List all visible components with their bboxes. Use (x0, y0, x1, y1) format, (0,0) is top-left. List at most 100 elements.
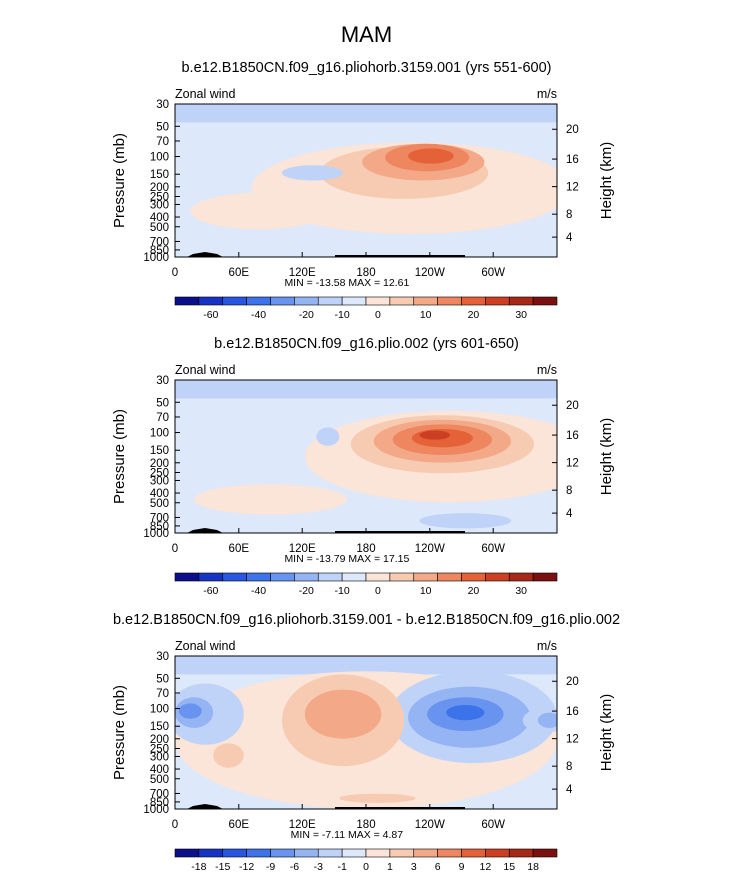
upper-band (175, 104, 557, 123)
panel-2-title: b.e12.B1850CN.f09_g16.plio.002 (yrs 601-… (214, 336, 519, 352)
colorbar-box (294, 572, 319, 582)
y2-tick-label: 8 (566, 761, 572, 773)
colorbar-label: 1 (387, 861, 393, 873)
orography (335, 531, 465, 533)
y2-axis-title: Height (km) (598, 142, 615, 220)
panel-3-colorbar: -18 -15 -12 -9 -6 -3 -1 0 1 3 6 9 12 15 18 (174, 848, 558, 873)
colorbar-box (437, 572, 462, 582)
panel-1-stats: MIN = -13.58 MAX = 12.61 (284, 277, 409, 289)
colorbar-label: -18 (191, 861, 206, 873)
colorbar-box (341, 848, 367, 858)
upper-band (175, 380, 557, 399)
colorbar-label: -1 (337, 861, 346, 873)
contour-region (304, 689, 382, 739)
panel-1-title: b.e12.B1850CN.f09_g16.pliohorb.3159.001 … (181, 60, 552, 76)
colorbar-label: -6 (290, 861, 299, 873)
orography (335, 255, 465, 257)
panel-3-var-label: Zonal wind (175, 639, 235, 653)
colorbar-box (317, 572, 343, 582)
colorbar-label: 0 (363, 861, 369, 873)
x-tick-label: 60E (229, 543, 250, 555)
colorbar-box (317, 848, 343, 858)
y-tick-label: 1000 (143, 252, 169, 264)
y-tick-label: 500 (150, 498, 169, 510)
x-tick-label: 120E (289, 543, 316, 555)
y-tick-label: 250 (150, 744, 169, 756)
colorbar-box (246, 572, 271, 582)
colorbar-box (389, 296, 415, 306)
colorbar-box (389, 572, 415, 582)
y-tick-label: 500 (150, 774, 169, 786)
colorbar-label: 6 (435, 861, 441, 873)
y-tick-label: 700 (150, 236, 169, 248)
colorbar-box (270, 848, 295, 858)
contour-region (213, 743, 244, 768)
colorbar-label: -15 (215, 861, 230, 873)
contour-region (408, 148, 454, 164)
y-tick-label: 850 (150, 245, 169, 257)
colorbar-box (461, 296, 486, 306)
colorbar-label: 18 (527, 861, 539, 873)
colorbar-box (222, 572, 247, 582)
panel-1: Zonal wind m/s0 60E 120E 180 120W 60W305070100… (111, 87, 615, 321)
colorbar-label: 0 (375, 309, 381, 321)
x-tick-label: 60E (229, 267, 250, 279)
panel-3-units-label: m/s (537, 639, 557, 653)
panel-2-field (175, 380, 557, 533)
colorbar-label: 9 (459, 861, 465, 873)
y-tick-label: 70 (156, 136, 169, 148)
y2-tick-label: 8 (566, 485, 572, 497)
colorbar-label: -60 (203, 309, 218, 321)
panel-2-colorbar: -60 -40 -20 -10 0 10 20 30 (174, 572, 558, 597)
y-tick-label: 250 (150, 192, 169, 204)
x-tick-label: 0 (172, 267, 178, 279)
y-tick-label: 700 (150, 512, 169, 524)
contour-region (419, 430, 451, 440)
colorbar-label: -40 (251, 309, 266, 321)
colorbar-label: 20 (468, 585, 480, 597)
y-tick-label: 70 (156, 412, 169, 424)
colorbar-box (485, 848, 510, 858)
upper-band (175, 656, 557, 675)
colorbar-box (270, 296, 295, 306)
colorbar-box (485, 572, 510, 582)
y-tick-label: 1000 (143, 804, 169, 816)
y-tick-label: 150 (150, 169, 169, 181)
colorbar-label: -12 (239, 861, 254, 873)
contour-region (404, 234, 496, 250)
panel-3-stats: MIN = -7.11 MAX = 4.87 (291, 829, 404, 841)
x-tick-label: 0 (172, 819, 178, 831)
contour-region (419, 513, 512, 529)
y2-tick-label: 12 (566, 734, 579, 746)
colorbar-box (270, 572, 295, 582)
y-tick-label: 300 (150, 475, 169, 487)
y2-tick-label: 8 (566, 209, 572, 221)
contour-region (537, 712, 557, 728)
colorbar-label: 3 (411, 861, 417, 873)
colorbar-label: -20 (299, 585, 314, 597)
panel-3-field (175, 656, 557, 809)
y-tick-label: 400 (150, 764, 169, 776)
x-tick-label: 180 (356, 819, 375, 831)
panel-3-title: b.e12.B1850CN.f09_g16.pliohorb.3159.001 … (112, 612, 621, 628)
colorbar-label: 30 (515, 585, 527, 597)
y2-axis-title: Height (km) (598, 418, 615, 496)
colorbar-box (198, 572, 224, 582)
y-tick-label: 200 (150, 458, 169, 470)
orography (187, 252, 223, 257)
y-tick-label: 30 (156, 375, 169, 387)
panel-2-stats: MIN = -13.79 MAX = 17.15 (284, 553, 409, 565)
colorbar-box (508, 572, 534, 582)
x-tick-label: 120W (415, 543, 445, 555)
colorbar-box (198, 296, 224, 306)
colorbar-box (365, 848, 391, 858)
panel-1-var-label: Zonal wind (175, 87, 235, 101)
y-tick-label: 150 (150, 721, 169, 733)
x-tick-label: 60W (481, 819, 505, 831)
colorbar-label: -60 (203, 585, 218, 597)
colorbar-box (413, 572, 438, 582)
colorbar-box (413, 848, 438, 858)
y-tick-label: 400 (150, 212, 169, 224)
colorbar-box (437, 296, 462, 306)
